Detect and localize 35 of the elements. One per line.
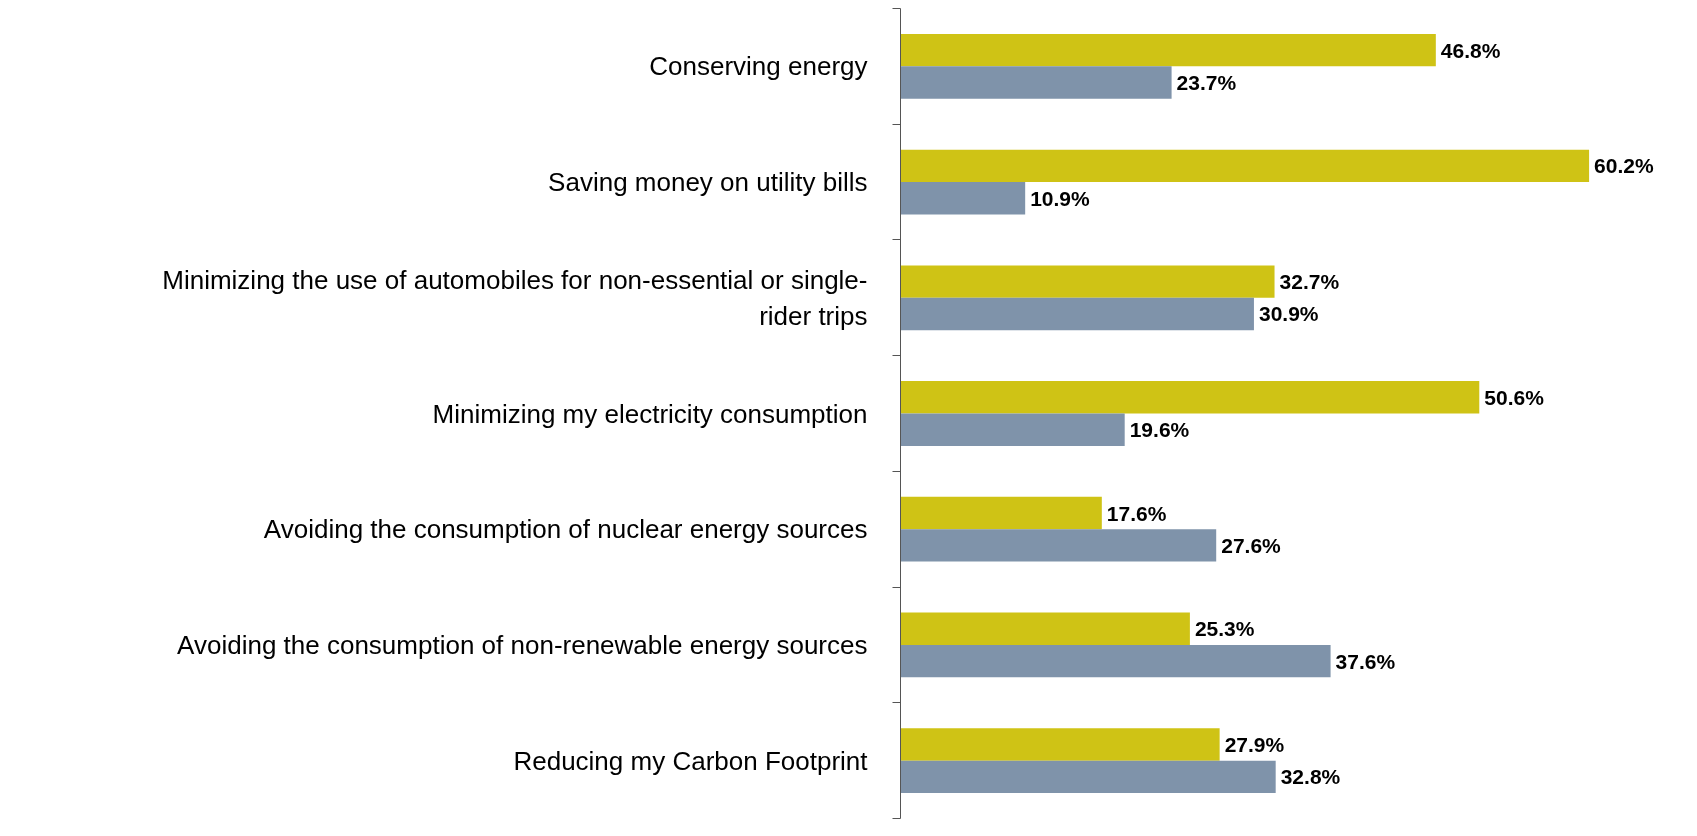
data-label: 25.3% [1194,617,1255,641]
bar [900,297,1254,331]
y-tick-label: Avoiding the consumption of nuclear energy sources [263,514,868,545]
data-label: 27.6% [1221,533,1282,557]
bar [900,149,1590,183]
data-label: 27.9% [1224,732,1285,756]
bar [900,496,1102,530]
data-label: 19.6% [1129,418,1190,442]
data-label: 37.6% [1335,649,1396,673]
data-label: 32.7% [1279,270,1340,294]
y-tick-label: Minimizing the use of automobiles for non-essential or single-rider trips [162,264,868,331]
y-tick-label: Minimizing my electricity consumption [432,398,868,429]
y-tick-label: Avoiding the consumption of non-renewable energy sources [177,629,868,660]
data-label: 50.6% [1484,385,1545,409]
bar [900,728,1220,761]
bar [900,265,1275,298]
data-label: 17.6% [1106,501,1167,525]
bar [900,381,1480,414]
bar [900,182,1026,215]
y-tick-label: Saving money on utility bills [548,167,868,198]
bar [900,66,1172,99]
bar [900,529,1217,562]
bar [900,760,1276,794]
data-label: 23.7% [1176,71,1237,95]
data-label: 60.2% [1594,154,1654,178]
bar [900,612,1190,645]
data-label: 10.9% [1030,186,1091,210]
bar [900,33,1436,67]
bar [900,644,1331,678]
data-label: 30.9% [1258,302,1319,326]
bar [900,413,1125,446]
y-tick-label: Conserving energy [649,51,868,82]
data-label: 46.8% [1440,38,1501,62]
data-label: 32.8% [1280,765,1341,789]
y-tick-label: Reducing my Carbon Footprint [513,745,869,776]
